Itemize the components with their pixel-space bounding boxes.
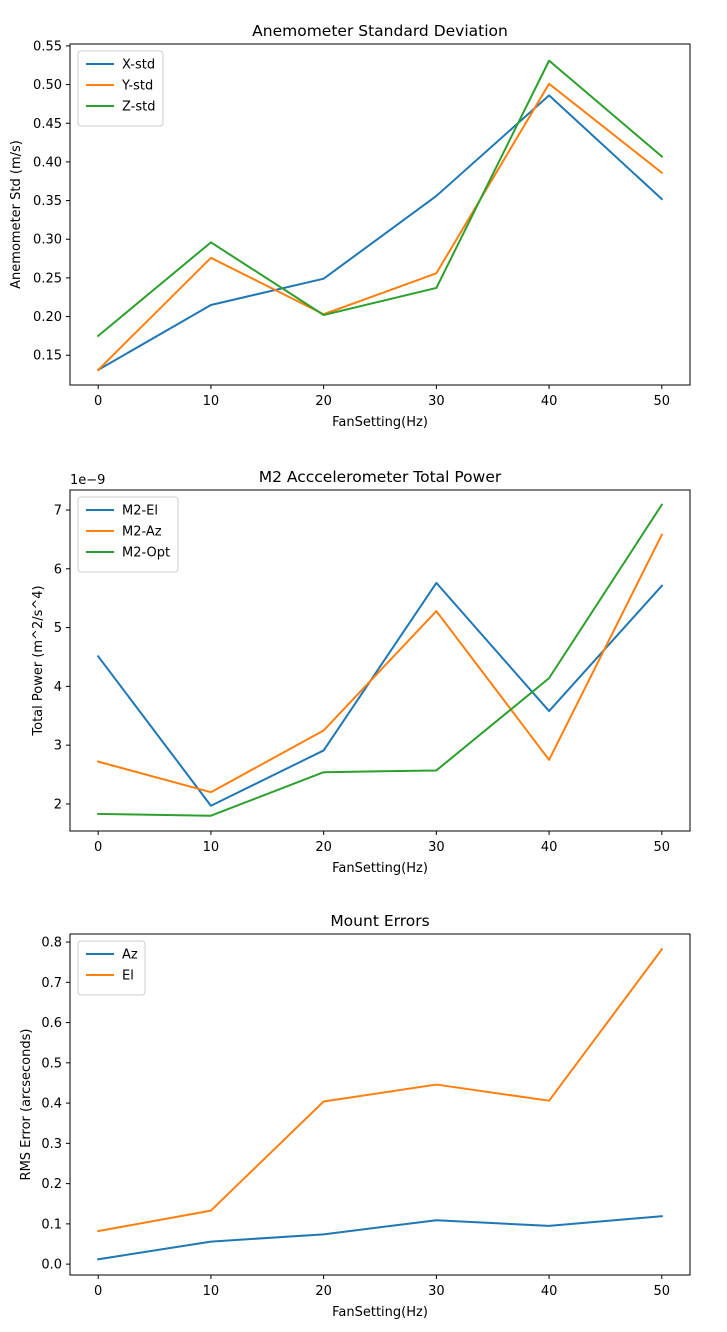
y-tick-label: 6: [54, 562, 62, 577]
y-axis-label: Total Power (m^2/s^4): [31, 585, 46, 736]
y-tick-label: 0.55: [33, 39, 62, 54]
x-axis-label: FanSetting(Hz): [332, 1305, 428, 1320]
legend: M2-El M2-Az M2-Opt: [77, 496, 179, 573]
x-tick-label: 40: [541, 840, 558, 855]
x-tick-label: 10: [203, 394, 220, 409]
series-line-az: [97, 1215, 663, 1261]
y-tick-label: 0.25: [33, 271, 62, 286]
y-tick-label: 7: [54, 503, 62, 518]
y-tick-label: 0.5: [41, 1056, 62, 1071]
chart-2: M2 Acccelerometer Total Power 0 10 20 30 40 50…: [31, 468, 691, 876]
legend-label: M2-El: [122, 504, 158, 519]
y-tick-label: 0.7: [41, 976, 62, 991]
x-tick-label: 20: [315, 840, 332, 855]
legend-label: Az: [122, 948, 138, 963]
y-tick-label: 0.40: [33, 155, 62, 170]
y-tick-label: 0.35: [33, 194, 62, 209]
y-tick-label: 0.3: [41, 1137, 62, 1152]
y-axis-label: RMS Error (arcseconds): [19, 1029, 34, 1181]
y-tick-label: 0.0: [41, 1258, 62, 1273]
y-axis-label: Anemometer Std (m/s): [9, 140, 24, 289]
series-line-m2-el: [96, 581, 664, 807]
chart-3: Mount Errors 0 10 20 30 40 50 0.0 0.1 0.2 0.3 0.4 0.…: [19, 912, 691, 1320]
legend-label: El: [122, 969, 134, 984]
y-tick-label: 5: [54, 621, 62, 636]
legend-label: M2-Opt: [122, 546, 170, 561]
y-tick-label: 0.8: [41, 936, 62, 951]
chart-title: Anemometer Standard Deviation: [252, 22, 508, 40]
series-line-m2-az: [96, 533, 664, 794]
legend-label: M2-Az: [122, 525, 162, 540]
legend-label: Y-std: [121, 79, 153, 94]
series-line-y-std: [96, 82, 664, 372]
chart-title: Mount Errors: [330, 912, 429, 930]
chart-title: M2 Acccelerometer Total Power: [259, 468, 502, 486]
x-tick-label: 40: [541, 1284, 558, 1299]
x-tick-label: 10: [203, 1284, 220, 1299]
x-tick-label: 30: [428, 1284, 445, 1299]
plot-frame: [69, 43, 691, 386]
x-tick-label: 0: [94, 394, 102, 409]
x-tick-label: 40: [541, 394, 558, 409]
y-tick-label: 0.2: [41, 1177, 62, 1192]
y-offset-text: 1e−9: [70, 473, 105, 488]
x-axis-label: FanSetting(Hz): [332, 861, 428, 876]
x-tick-label: 20: [315, 394, 332, 409]
x-axis-label: FanSetting(Hz): [332, 415, 428, 430]
series-line-el: [97, 947, 664, 1233]
x-tick-label: 0: [94, 840, 102, 855]
plot-frame: [69, 933, 691, 1276]
y-tick-label: 0.50: [33, 78, 62, 93]
chart-1: Anemometer Standard Deviation 0 10 20 30 40 50…: [9, 22, 691, 430]
x-tick-label: 20: [315, 1284, 332, 1299]
y-tick-label: 0.15: [33, 349, 62, 364]
x-tick-label: 0: [94, 1284, 102, 1299]
y-tick-label: 0.1: [41, 1217, 62, 1232]
y-tick-label: 0.4: [41, 1097, 62, 1112]
y-tick-label: 3: [54, 739, 62, 754]
x-tick-label: 30: [428, 840, 445, 855]
legend: X-std Y-std Z-std: [77, 50, 164, 127]
y-tick-label: 0.20: [33, 310, 62, 325]
y-tick-label: 0.6: [41, 1016, 62, 1031]
x-tick-label: 50: [654, 1284, 671, 1299]
legend-box: [77, 496, 179, 573]
legend-label: X-std: [122, 58, 155, 73]
y-tick-label: 0.45: [33, 117, 62, 132]
legend-label: Z-std: [122, 100, 156, 115]
legend: Az El: [77, 940, 146, 996]
x-tick-label: 50: [654, 394, 671, 409]
x-tick-label: 10: [203, 840, 220, 855]
y-tick-label: 2: [54, 797, 62, 812]
plot-frame: [69, 489, 691, 832]
y-tick-label: 4: [54, 680, 62, 695]
legend-box: [77, 50, 164, 127]
series-line-x-std: [96, 94, 664, 372]
y-tick-label: 0.30: [33, 233, 62, 248]
x-tick-label: 50: [654, 840, 671, 855]
series-line-z-std: [96, 59, 664, 338]
series-line-m2-opt: [97, 503, 664, 817]
x-tick-label: 30: [428, 394, 445, 409]
